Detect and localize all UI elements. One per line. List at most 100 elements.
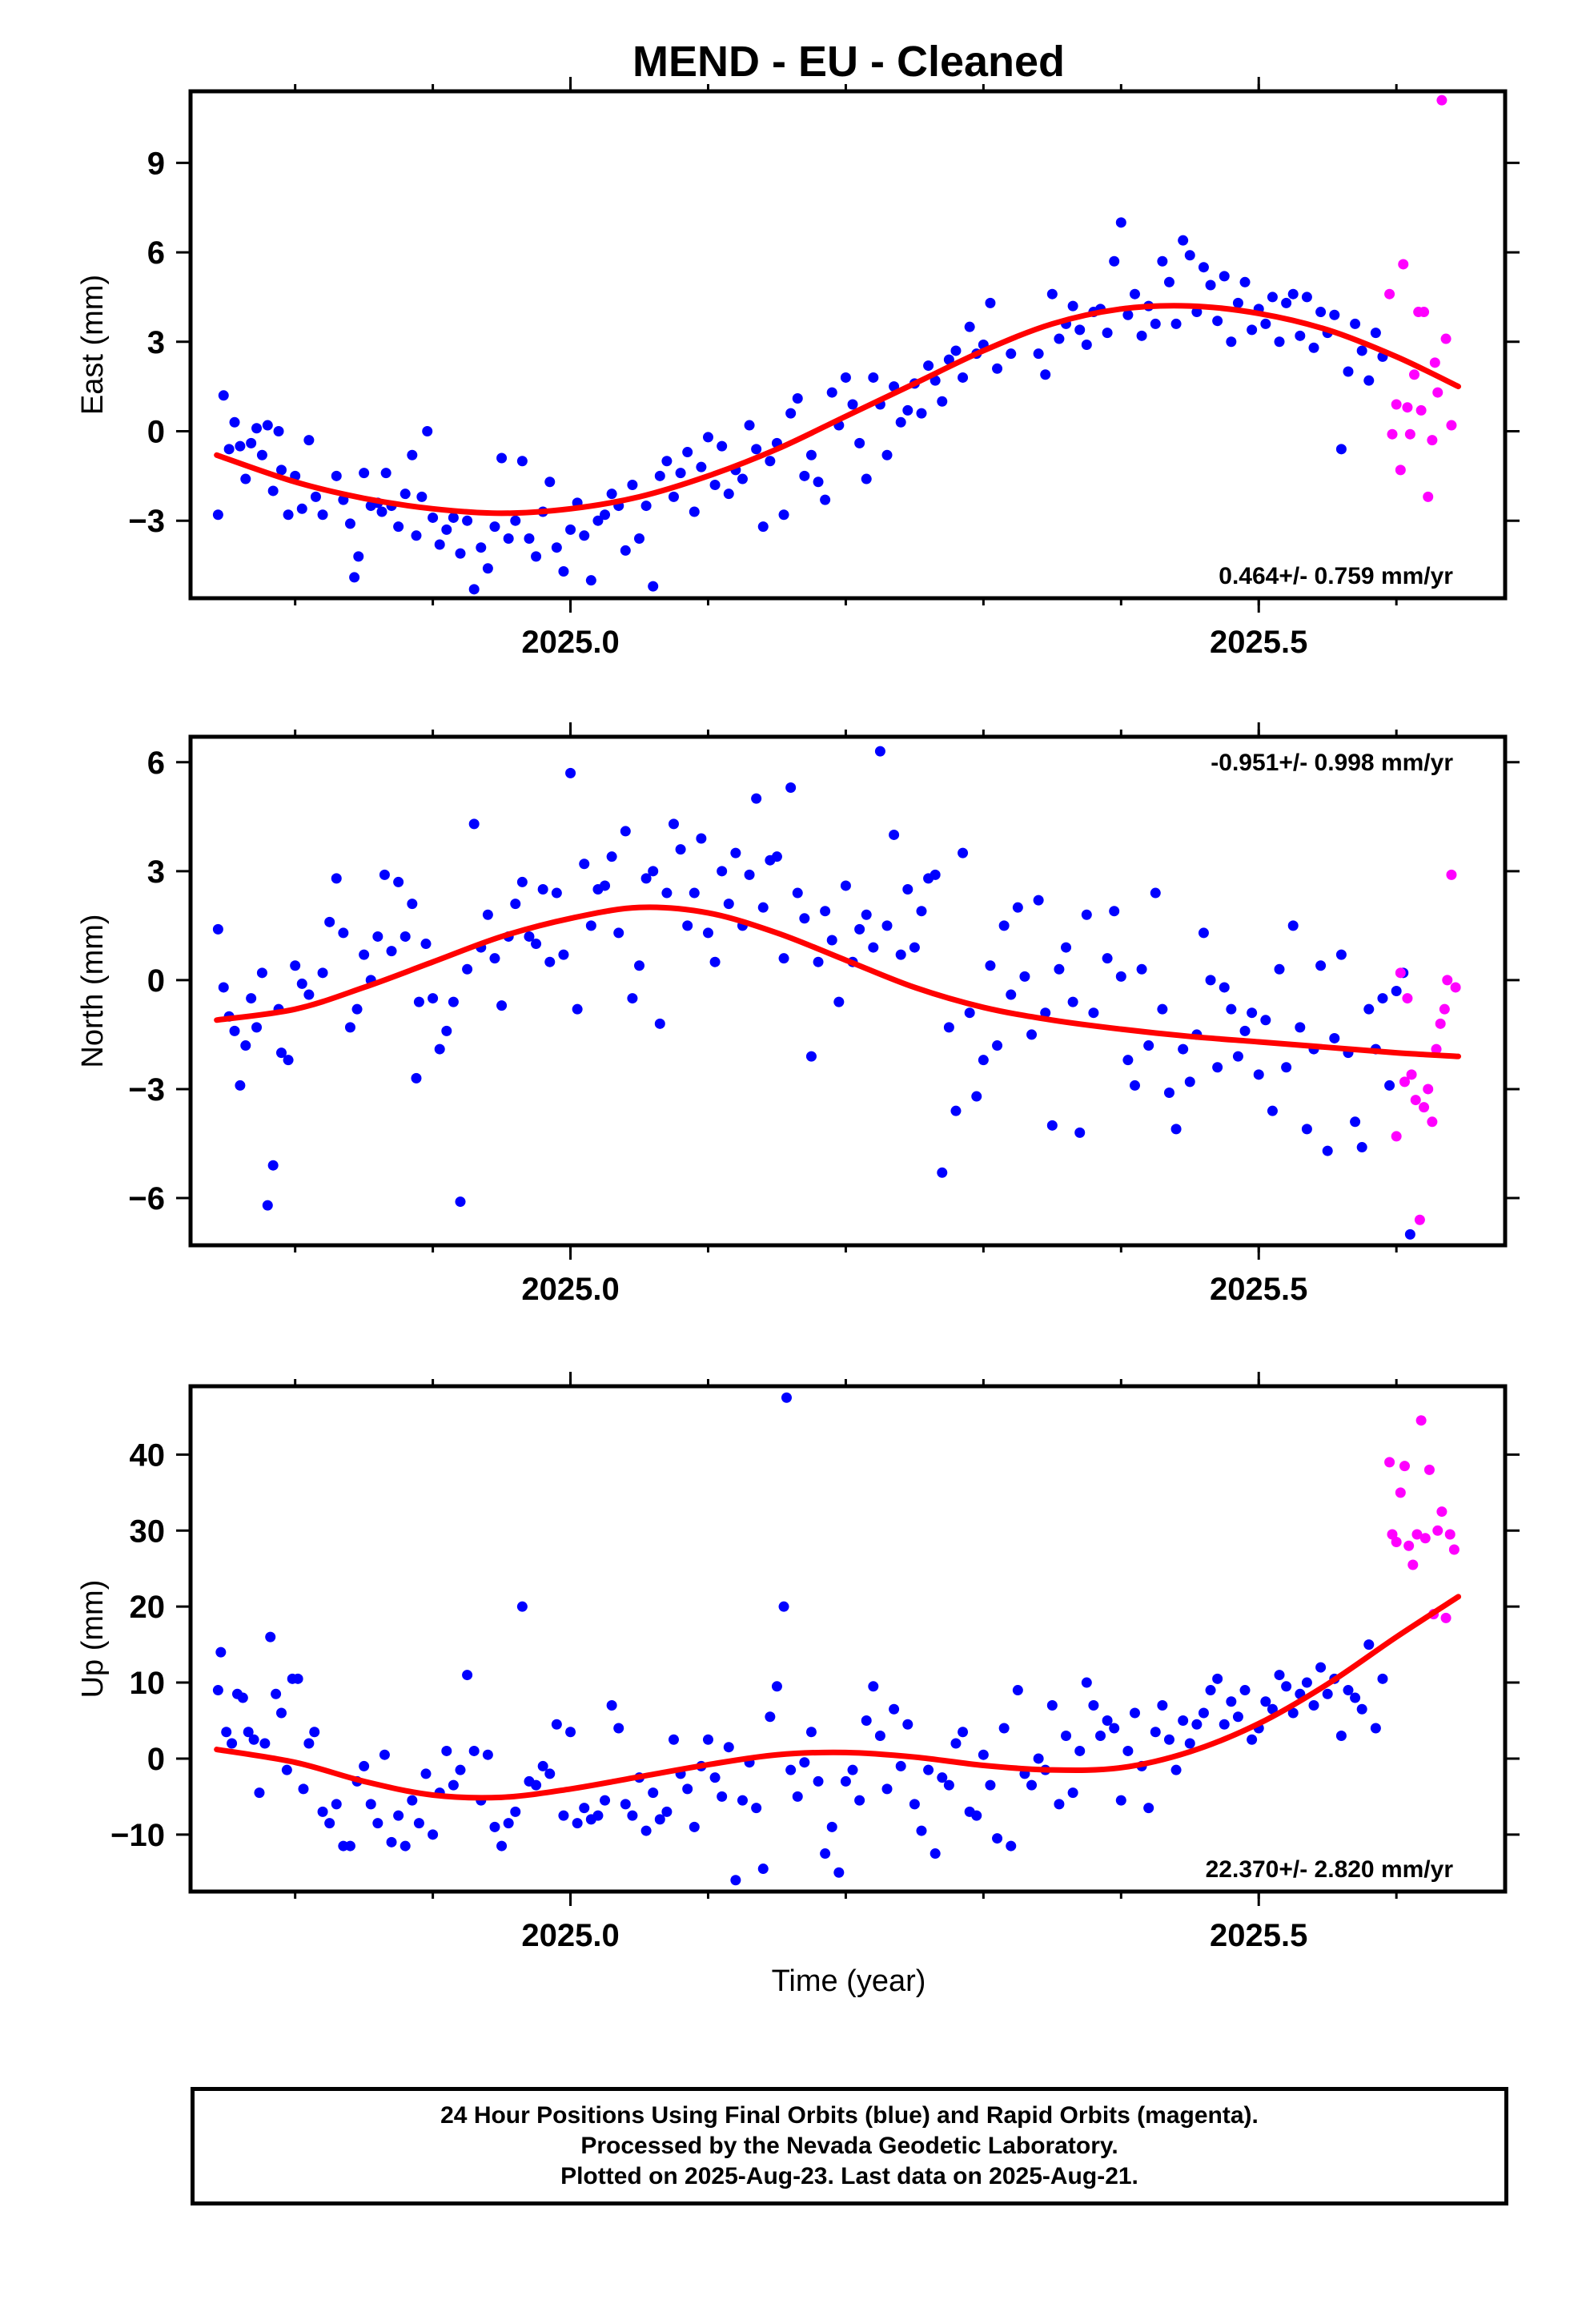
final-orbit-point bbox=[303, 989, 315, 1000]
final-orbit-point bbox=[668, 818, 679, 830]
final-orbit-point bbox=[696, 461, 707, 472]
final-orbit-point bbox=[950, 345, 962, 356]
final-orbit-point bbox=[771, 851, 782, 862]
final-orbit-point bbox=[441, 524, 452, 535]
final-orbit-point bbox=[212, 923, 223, 935]
final-orbit-point bbox=[531, 1779, 542, 1791]
final-orbit-point bbox=[281, 1764, 292, 1775]
final-orbit-point bbox=[792, 393, 803, 404]
final-orbit-point bbox=[227, 1738, 238, 1749]
final-orbit-point bbox=[992, 363, 1003, 374]
final-orbit-point bbox=[411, 530, 422, 541]
final-orbit-point bbox=[668, 1734, 679, 1745]
final-orbit-point bbox=[221, 1727, 232, 1738]
final-orbit-point bbox=[1226, 1003, 1237, 1015]
final-orbit-point bbox=[372, 1818, 383, 1829]
y-tick-label: 6 bbox=[147, 746, 165, 781]
final-orbit-point bbox=[1163, 276, 1174, 287]
final-orbit-point bbox=[717, 1791, 728, 1802]
final-orbit-point bbox=[654, 470, 665, 481]
final-orbit-point bbox=[275, 1047, 287, 1059]
final-orbit-point bbox=[1281, 1062, 1292, 1073]
final-orbit-point bbox=[482, 909, 493, 920]
final-orbit-point bbox=[709, 480, 721, 491]
final-orbit-point bbox=[489, 953, 500, 964]
footer-line-1: 24 Hour Positions Using Final Orbits (bl… bbox=[440, 2102, 1259, 2129]
final-orbit-point bbox=[1301, 1124, 1312, 1135]
final-orbit-point bbox=[267, 1160, 279, 1171]
final-orbit-point bbox=[262, 1200, 273, 1211]
rapid-orbit-point bbox=[1427, 1116, 1438, 1128]
final-orbit-point bbox=[1384, 1080, 1395, 1091]
final-orbit-point bbox=[998, 920, 1010, 931]
final-orbit-point bbox=[902, 404, 913, 416]
final-orbit-point bbox=[537, 1760, 548, 1771]
rapid-orbit-point bbox=[1436, 94, 1447, 106]
final-orbit-point bbox=[462, 1670, 473, 1681]
final-orbit-point bbox=[606, 489, 617, 500]
final-orbit-point bbox=[689, 887, 700, 899]
final-orbit-point bbox=[331, 873, 342, 884]
rapid-orbit-point bbox=[1404, 428, 1415, 440]
final-orbit-point bbox=[1178, 1715, 1189, 1727]
final-orbit-point bbox=[854, 1795, 865, 1806]
final-orbit-point bbox=[359, 1760, 370, 1771]
final-orbit-point bbox=[510, 899, 521, 910]
final-orbit-point bbox=[971, 1091, 982, 1102]
final-orbit-point bbox=[1067, 1787, 1078, 1799]
final-orbit-point bbox=[868, 942, 879, 953]
final-orbit-point bbox=[1329, 1032, 1340, 1043]
final-orbit-point bbox=[964, 1007, 975, 1019]
final-orbit-point bbox=[916, 906, 927, 917]
final-orbit-point bbox=[1329, 309, 1340, 320]
final-orbit-point bbox=[1150, 318, 1161, 329]
final-orbit-point bbox=[696, 833, 707, 844]
final-orbit-point bbox=[524, 931, 535, 942]
final-orbit-point bbox=[400, 489, 411, 500]
rapid-orbit-point bbox=[1391, 1131, 1402, 1142]
final-orbit-point bbox=[379, 869, 390, 880]
final-orbit-point bbox=[441, 1745, 452, 1756]
final-orbit-point bbox=[1088, 1007, 1099, 1019]
final-orbit-point bbox=[1095, 1730, 1106, 1741]
x-tick-label: 2025.5 bbox=[1210, 625, 1307, 660]
final-orbit-point bbox=[229, 416, 240, 428]
final-orbit-point bbox=[441, 1025, 452, 1036]
final-orbit-point bbox=[895, 416, 906, 428]
final-orbit-point bbox=[393, 521, 404, 533]
final-orbit-point bbox=[881, 449, 893, 460]
final-orbit-point bbox=[292, 1673, 303, 1684]
final-orbit-point bbox=[1143, 1803, 1154, 1814]
final-orbit-point bbox=[462, 963, 473, 975]
final-orbit-point bbox=[813, 476, 824, 488]
final-orbit-point bbox=[246, 993, 257, 1004]
final-orbit-point bbox=[386, 1836, 397, 1848]
final-orbit-point bbox=[1081, 340, 1092, 350]
final-orbit-point bbox=[640, 873, 652, 884]
final-orbit-point bbox=[668, 491, 679, 502]
final-orbit-point bbox=[730, 1875, 741, 1886]
final-orbit-point bbox=[709, 1772, 721, 1783]
final-orbit-point bbox=[516, 876, 528, 887]
final-orbit-point bbox=[1033, 1753, 1044, 1764]
rapid-orbit-point bbox=[1387, 428, 1398, 440]
rapid-orbit-point bbox=[1429, 357, 1440, 368]
rapid-orbit-point bbox=[1419, 307, 1430, 318]
final-orbit-point bbox=[737, 473, 748, 485]
final-orbit-point bbox=[273, 425, 284, 436]
final-orbit-point bbox=[1219, 271, 1230, 282]
final-orbit-point bbox=[344, 518, 355, 529]
final-orbit-point bbox=[874, 746, 885, 757]
final-orbit-point bbox=[606, 1700, 617, 1711]
final-orbit-point bbox=[723, 899, 734, 910]
final-orbit-point bbox=[254, 1787, 265, 1799]
final-orbit-point bbox=[558, 1810, 569, 1821]
rapid-orbit-point bbox=[1403, 1540, 1415, 1551]
final-orbit-point bbox=[1102, 953, 1113, 964]
rapid-orbit-point bbox=[1432, 387, 1443, 398]
final-orbit-point bbox=[1343, 1685, 1354, 1696]
final-orbit-point bbox=[1363, 1639, 1375, 1651]
final-orbit-point bbox=[765, 1711, 776, 1723]
final-orbit-point bbox=[785, 408, 797, 419]
final-orbit-point bbox=[448, 996, 459, 1007]
